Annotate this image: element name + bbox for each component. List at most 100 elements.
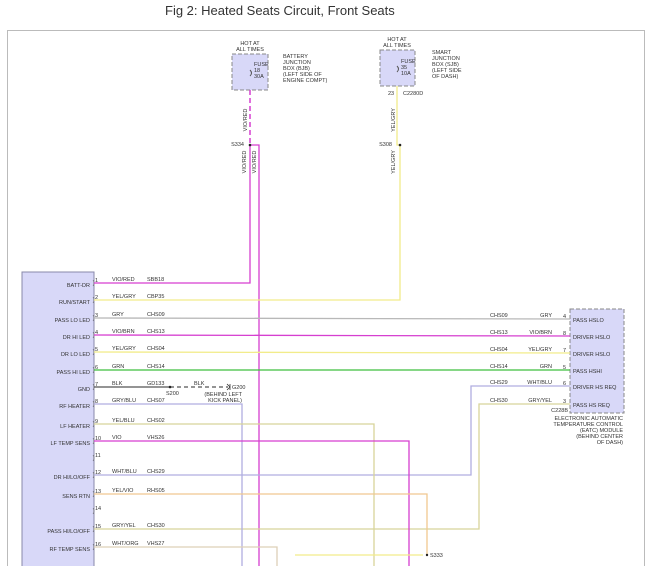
hot-at-all-times: HOT AT [240, 41, 260, 47]
pin-label-3: PASS LO LED [55, 318, 90, 324]
fuse-rating: 30A [254, 74, 264, 80]
wire-color: YEL/BLU [112, 418, 135, 424]
wire-color: WHT/ORG [112, 541, 139, 547]
pin-number: 8 [95, 399, 98, 405]
figure-title: Fig 2: Heated Seats Circuit, Front Seats [165, 3, 395, 18]
eatc-pin-number: 6 [563, 381, 566, 387]
eatc-pin-number: 7 [563, 348, 566, 354]
ground-location: KICK PANEL) [208, 398, 242, 404]
pin-number: 13 [95, 489, 101, 495]
wire-wht-org [94, 546, 278, 566]
fuse-location: (LEFT SIDE [432, 68, 462, 74]
wire-gry-blu [94, 403, 243, 566]
fuse-location: SMART [432, 50, 452, 56]
fuse-rating: FUSE [254, 62, 269, 68]
circuit-id: CHS07 [147, 398, 165, 404]
fuse-location: (LEFT SIDE OF [283, 72, 322, 78]
ground-id: G200 [232, 385, 245, 391]
eatc-name: TEMPERATURE CONTROL [553, 422, 623, 428]
eatc-pin-label: PASS HSLO [573, 318, 604, 324]
wire-gry [93, 317, 571, 320]
circuit-id: CHS14 [147, 364, 165, 370]
splice-dot [398, 143, 402, 147]
eatc-name: (BEHIND CENTER [576, 434, 623, 440]
eatc-pin-label: DRIVER HSLO [573, 335, 611, 341]
pin-number: 3 [95, 313, 98, 319]
pin-number: 5 [95, 347, 98, 353]
wire-color: GRN [112, 364, 124, 370]
wire-color: YEL/GRY [391, 150, 397, 174]
wire-color: GRY/YEL [112, 523, 136, 529]
hot-at-all-times: ALL TIMES [383, 43, 411, 49]
eatc-pin-label: DRIVER HS REQ [573, 385, 617, 391]
eatc-pin-number: 4 [563, 314, 566, 320]
pin-label-12: DR HI/LO/OFF [54, 475, 91, 481]
connector-mark [92, 454, 95, 462]
eatc-pin-label: DRIVER HSLO [573, 352, 611, 358]
wire-color: VIO/RED [112, 277, 135, 283]
pin-label-7: GND [78, 387, 90, 393]
splice-dot [425, 553, 429, 557]
wire-color: GRY [540, 313, 552, 319]
fuse-rating: 18 [254, 68, 260, 74]
pin-label-9: LF HEATER [60, 424, 90, 430]
wire-batt [94, 145, 251, 284]
eatc-pin-number: 3 [563, 399, 566, 405]
eatc-module [569, 308, 625, 414]
fuse-rating: FUSE [401, 59, 416, 65]
circuit-id: VHS26 [147, 435, 164, 441]
wire-color: VIO/BRN [529, 330, 552, 336]
ground-icon [226, 383, 231, 391]
fuse-location: JUNCTION [432, 56, 460, 62]
circuit-id: CHS13 [490, 330, 508, 336]
circuit-id: CHS04 [490, 347, 508, 353]
pin-label-6: PASS HI LED [56, 370, 90, 376]
fuse-rating: 35 [401, 65, 407, 71]
pin-label-1: BATT-DR [67, 283, 90, 289]
wire-color: YEL/GRY [112, 346, 136, 352]
connector-mark [92, 507, 95, 515]
eatc-name: OF DASH) [597, 440, 623, 446]
eatc-pin-label: PASS HS REQ [573, 403, 611, 409]
hot-at-all-times: HOT AT [387, 37, 407, 43]
pin-number: 4 [95, 330, 98, 336]
hot-at-all-times: ALL TIMES [236, 47, 264, 53]
wire-vio [94, 440, 410, 566]
wire-yel-vio [94, 493, 428, 555]
heated-seat-module [21, 271, 95, 566]
wire-color: YEL/GRY [528, 347, 552, 353]
wire-vio-red-branch [250, 144, 260, 566]
wire-color: VIO/RED [242, 151, 248, 174]
splice-dot [248, 143, 252, 147]
circuit-id: CHS13 [147, 329, 165, 335]
wire-color: VIO [112, 435, 122, 441]
eatc-pin-number: 5 [563, 365, 566, 371]
fuse-pin: 23 [388, 91, 394, 97]
wire-yel-blu [94, 423, 375, 566]
pin-label-13: SENS RTN [62, 494, 90, 500]
wire-color: YEL/GRY [112, 294, 136, 300]
wire-color: VIO/RED [252, 151, 258, 174]
circuit-id: CHS09 [147, 312, 165, 318]
wire-color: YEL/GRY [391, 108, 397, 132]
fuse-location: BOX (BJB) [283, 66, 310, 72]
circuit-id: GD133 [147, 381, 164, 387]
fuse-box-bjb [231, 53, 269, 91]
splice-id: S334 [231, 142, 244, 148]
pin-label-8: RF HEATER [59, 404, 90, 410]
fuse-icon [396, 65, 399, 73]
wire-color: VIO/BRN [112, 329, 135, 335]
diagram-frame [7, 30, 645, 566]
pin-number: 9 [95, 419, 98, 425]
fuse-rating: 10A [401, 71, 411, 77]
eatc-name: (EATC) MODULE [580, 428, 623, 434]
fuse-location: BATTERY [283, 54, 308, 60]
pin-label-10: LF TEMP SENS [50, 441, 90, 447]
fuse-location: JUNCTION [283, 60, 311, 66]
wire-color: BLK [194, 381, 205, 387]
pin-number: 15 [95, 524, 101, 530]
wire-color: GRY [112, 312, 124, 318]
wire-color: WHT/BLU [112, 469, 137, 475]
circuit-id: RHS05 [147, 488, 165, 494]
